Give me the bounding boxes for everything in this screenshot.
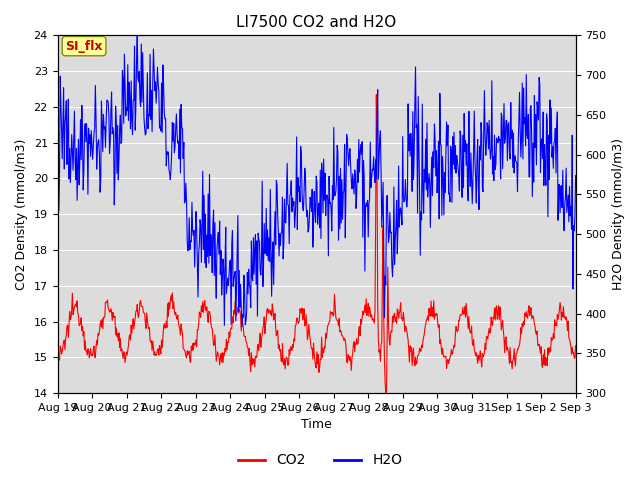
Title: LI7500 CO2 and H2O: LI7500 CO2 and H2O — [236, 15, 397, 30]
X-axis label: Time: Time — [301, 419, 332, 432]
Legend: CO2, H2O: CO2, H2O — [232, 448, 408, 473]
Text: SI_flx: SI_flx — [65, 40, 103, 53]
Y-axis label: CO2 Density (mmol/m3): CO2 Density (mmol/m3) — [15, 139, 28, 290]
Y-axis label: H2O Density (mmol/m3): H2O Density (mmol/m3) — [612, 138, 625, 290]
